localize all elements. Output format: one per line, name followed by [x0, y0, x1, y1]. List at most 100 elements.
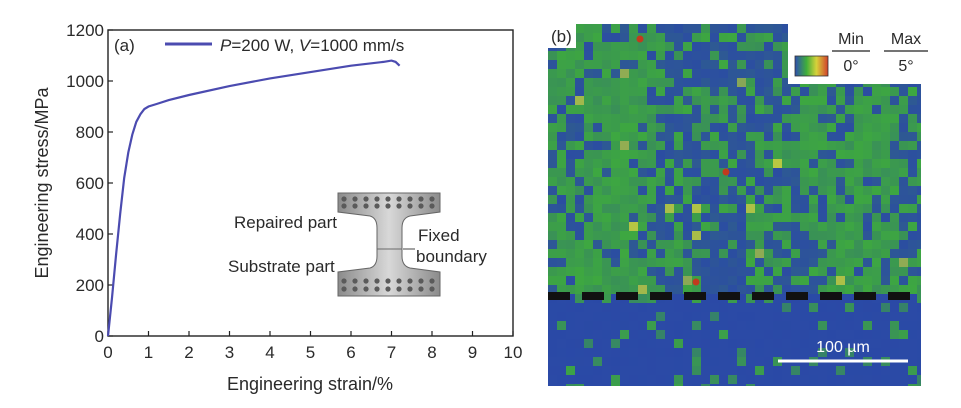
- map-pixel: [908, 357, 917, 366]
- map-pixel: [674, 177, 683, 186]
- map-pixel: [755, 159, 764, 168]
- specimen-hole: [429, 196, 435, 202]
- map-pixel: [764, 105, 773, 114]
- map-pixel: [818, 312, 827, 321]
- map-pixel: [800, 366, 809, 375]
- map-pixel: [647, 132, 656, 141]
- map-pixel: [647, 339, 656, 348]
- map-pixel: [584, 141, 593, 150]
- map-pixel: [656, 348, 665, 357]
- map-image: 100 µm (b): [548, 24, 921, 386]
- y-tick-label: 400: [76, 225, 104, 244]
- map-pixel: [818, 321, 827, 330]
- map-pixel: [647, 357, 656, 366]
- map-pixel: [728, 348, 737, 357]
- map-pixel: [791, 384, 800, 386]
- map-pixel: [566, 366, 575, 375]
- specimen-hole: [352, 286, 358, 292]
- map-pixel: [782, 339, 791, 348]
- map-pixel: [872, 294, 881, 303]
- map-pixel: [620, 78, 629, 87]
- map-pixel: [872, 321, 881, 330]
- map-pixel: [881, 186, 890, 195]
- map-pixel: [557, 240, 566, 249]
- map-pixel: [638, 303, 647, 312]
- map-pixel: [593, 159, 602, 168]
- map-pixel: [719, 276, 728, 285]
- map-pixel: [728, 366, 737, 375]
- map-pixel: [656, 303, 665, 312]
- map-pixel: [899, 330, 908, 339]
- map-pixel: [728, 321, 737, 330]
- map-pixel: [728, 177, 737, 186]
- x-tick-label: 6: [346, 343, 355, 362]
- map-pixel: [728, 285, 737, 294]
- map-pixel: [701, 285, 710, 294]
- map-pixel: [746, 168, 755, 177]
- map-pixel: [899, 321, 908, 330]
- map-pixel: [908, 348, 917, 357]
- map-pixel: [818, 384, 827, 386]
- map-pixel: [602, 78, 611, 87]
- map-pixel: [683, 348, 692, 357]
- map-pixel: [818, 249, 827, 258]
- map-pixel: [782, 132, 791, 141]
- map-pixel: [710, 123, 719, 132]
- map-pixel: [620, 87, 629, 96]
- map-pixel: [728, 123, 737, 132]
- map-pixel: [701, 231, 710, 240]
- map-pixel: [746, 42, 755, 51]
- map-pixel: [764, 231, 773, 240]
- map-pixel: [764, 258, 773, 267]
- map-pixel: [836, 204, 845, 213]
- map-pixel: [566, 168, 575, 177]
- map-pixel: [674, 321, 683, 330]
- map-pixel: [881, 348, 890, 357]
- map-pixel: [854, 366, 863, 375]
- map-pixel: [683, 114, 692, 123]
- map-pixel: [818, 276, 827, 285]
- map-pixel: [845, 87, 854, 96]
- map-pixel: [584, 150, 593, 159]
- map-pixel: [638, 123, 647, 132]
- map-pixel: [917, 348, 921, 357]
- map-pixel: [566, 105, 575, 114]
- map-pixel: [620, 51, 629, 60]
- map-pixel: [701, 384, 710, 386]
- map-pixel: [638, 375, 647, 384]
- map-pixel: [773, 186, 782, 195]
- map-hotspot: [722, 168, 730, 176]
- map-pixel: [575, 222, 584, 231]
- map-pixel: [854, 384, 863, 386]
- map-pixel: [791, 87, 800, 96]
- map-pixel: [656, 285, 665, 294]
- map-pixel: [764, 33, 773, 42]
- map-pixel: [854, 141, 863, 150]
- map-pixel: [593, 231, 602, 240]
- specimen-hole: [374, 203, 380, 209]
- map-pixel: [800, 195, 809, 204]
- map-pixel: [773, 258, 782, 267]
- map-pixel: [647, 249, 656, 258]
- specimen-hole: [418, 286, 424, 292]
- map-pixel: [593, 276, 602, 285]
- map-pixel: [791, 276, 800, 285]
- map-pixel: [692, 357, 701, 366]
- map-pixel: [647, 330, 656, 339]
- map-pixel: [647, 195, 656, 204]
- map-pixel: [863, 348, 872, 357]
- map-pixel: [737, 87, 746, 96]
- map-pixel: [638, 276, 647, 285]
- map-pixel: [836, 249, 845, 258]
- map-pixel: [791, 267, 800, 276]
- map-pixel: [791, 240, 800, 249]
- map-pixel: [800, 258, 809, 267]
- map-pixel: [890, 105, 899, 114]
- map-pixel: [836, 177, 845, 186]
- map-pixel: [620, 33, 629, 42]
- map-pixel: [566, 330, 575, 339]
- map-pixel: [863, 195, 872, 204]
- map-pixel: [791, 258, 800, 267]
- map-pixel: [638, 231, 647, 240]
- map-pixel: [746, 141, 755, 150]
